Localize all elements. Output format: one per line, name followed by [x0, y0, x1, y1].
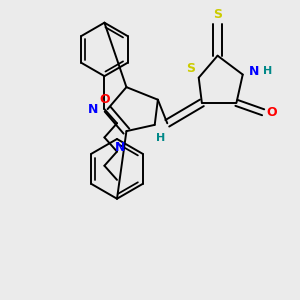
Text: N: N [88, 103, 98, 116]
Text: O: O [99, 93, 110, 106]
Text: N: N [249, 65, 260, 78]
Text: S: S [187, 61, 196, 75]
Text: N: N [115, 141, 125, 154]
Text: H: H [263, 66, 272, 76]
Text: O: O [266, 106, 277, 119]
Text: S: S [213, 8, 222, 21]
Text: H: H [156, 133, 166, 143]
